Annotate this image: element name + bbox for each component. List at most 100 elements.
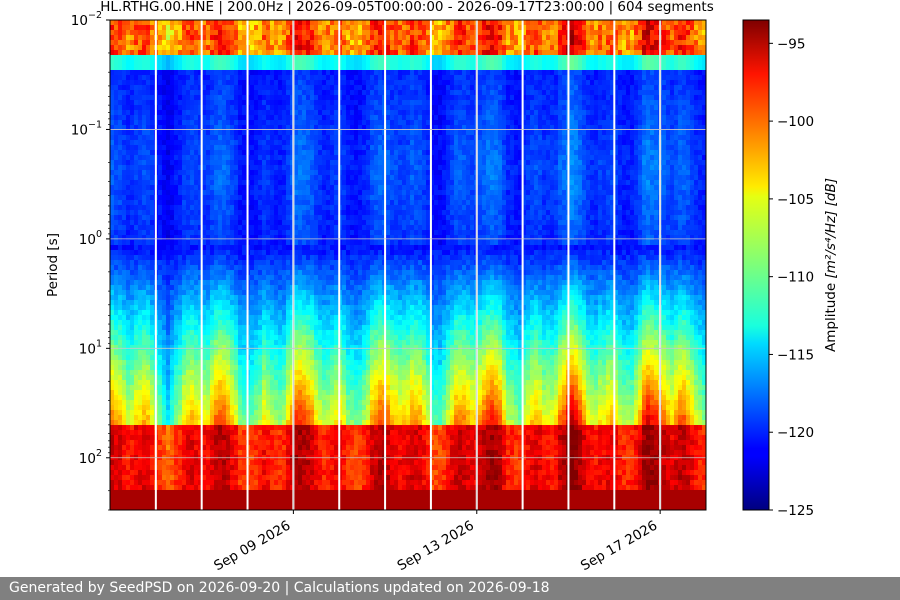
heatmap-cell: [222, 355, 227, 361]
heatmap-cell: [226, 505, 231, 510]
heatmap-cell: [238, 85, 243, 91]
heatmap-cell: [174, 135, 179, 141]
heatmap-cell: [262, 75, 267, 81]
heatmap-cell: [158, 450, 163, 456]
heatmap-cell: [190, 20, 195, 26]
heatmap-cell: [234, 100, 239, 106]
heatmap-cell: [126, 355, 131, 361]
heatmap-cell: [114, 225, 119, 231]
heatmap-cell: [206, 55, 211, 61]
heatmap-cell: [290, 150, 295, 156]
heatmap-cell: [306, 290, 311, 296]
heatmap-cell: [194, 260, 199, 266]
heatmap-cell: [294, 245, 299, 251]
heatmap-cell: [266, 60, 271, 66]
heatmap-cell: [198, 425, 203, 431]
heatmap-cell: [110, 440, 115, 446]
heatmap-cell: [202, 385, 207, 391]
heatmap-cell: [138, 365, 143, 371]
heatmap-cell: [290, 425, 295, 431]
heatmap-cell: [150, 495, 155, 501]
heatmap-cell: [138, 330, 143, 336]
heatmap-cell: [194, 500, 199, 506]
heatmap-cell: [126, 185, 131, 191]
heatmap-cell: [202, 145, 207, 151]
heatmap-cell: [306, 280, 311, 286]
heatmap-cell: [194, 105, 199, 111]
heatmap-cell: [158, 445, 163, 451]
heatmap-cell: [270, 505, 275, 510]
heatmap-cell: [170, 250, 175, 256]
heatmap-cell: [218, 410, 223, 416]
heatmap-cell: [250, 485, 255, 491]
heatmap-cell: [150, 310, 155, 316]
heatmap-cell: [166, 505, 171, 510]
heatmap-cell: [150, 480, 155, 486]
heatmap-cell: [138, 210, 143, 216]
heatmap-cell: [230, 280, 235, 286]
heatmap-cell: [310, 150, 315, 156]
heatmap-cell: [270, 65, 275, 71]
heatmap-cell: [134, 440, 139, 446]
heatmap-cell: [302, 160, 307, 166]
heatmap-cell: [194, 75, 199, 81]
heatmap-cell: [214, 265, 219, 271]
heatmap-cell: [170, 145, 175, 151]
heatmap-cell: [210, 435, 215, 441]
heatmap-cell: [262, 465, 267, 471]
heatmap-cell: [266, 325, 271, 331]
heatmap-cell: [278, 490, 283, 496]
heatmap-cell: [214, 300, 219, 306]
heatmap-cell: [186, 470, 191, 476]
heatmap-cell: [186, 440, 191, 446]
heatmap-cell: [130, 450, 135, 456]
heatmap-cell: [234, 385, 239, 391]
heatmap-cell: [194, 155, 199, 161]
heatmap-cell: [114, 180, 119, 186]
heatmap-cell: [266, 320, 271, 326]
heatmap-cell: [150, 305, 155, 311]
heatmap-cell: [146, 320, 151, 326]
heatmap-cell: [250, 230, 255, 236]
heatmap-cell: [134, 205, 139, 211]
heatmap-cell: [190, 480, 195, 486]
heatmap-cell: [178, 90, 183, 96]
heatmap-cell: [234, 425, 239, 431]
heatmap-cell: [150, 415, 155, 421]
heatmap-cell: [190, 90, 195, 96]
heatmap-cell: [302, 275, 307, 281]
heatmap-cell: [298, 430, 303, 436]
heatmap-cell: [150, 70, 155, 76]
heatmap-cell: [242, 25, 247, 31]
heatmap-cell: [282, 435, 287, 441]
heatmap-cell: [214, 410, 219, 416]
heatmap-cell: [206, 145, 211, 151]
heatmap-cell: [190, 275, 195, 281]
heatmap-cell: [114, 170, 119, 176]
heatmap-cell: [210, 345, 215, 351]
heatmap-cell: [282, 340, 287, 346]
heatmap-cell: [226, 250, 231, 256]
heatmap-cell: [238, 160, 243, 166]
heatmap-cell: [282, 195, 287, 201]
heatmap-cell: [278, 195, 283, 201]
heatmap-cell: [266, 195, 271, 201]
heatmap-cell: [270, 105, 275, 111]
heatmap-cell: [142, 395, 147, 401]
heatmap-cell: [310, 200, 315, 206]
heatmap-cell: [150, 250, 155, 256]
heatmap-cell: [170, 190, 175, 196]
heatmap-cell: [210, 470, 215, 476]
heatmap-cell: [126, 105, 131, 111]
heatmap-cell: [170, 150, 175, 156]
heatmap-cell: [222, 170, 227, 176]
heatmap-cell: [122, 215, 127, 221]
heatmap-cell: [118, 420, 123, 426]
heatmap-cell: [282, 500, 287, 506]
heatmap-cell: [290, 175, 295, 181]
heatmap-cell: [150, 300, 155, 306]
heatmap-cell: [142, 85, 147, 91]
heatmap-cell: [122, 230, 127, 236]
heatmap-cell: [142, 260, 147, 266]
heatmap-cell: [206, 150, 211, 156]
